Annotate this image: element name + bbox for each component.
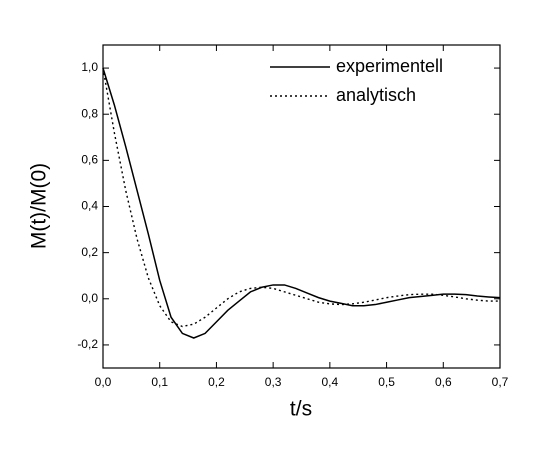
- legend-label: experimentell: [336, 56, 443, 76]
- y-tick-label: 0,6: [81, 153, 98, 167]
- legend-label: analytisch: [336, 85, 416, 105]
- y-tick-label: 1,0: [81, 60, 98, 74]
- x-tick-label: 0,6: [435, 375, 452, 389]
- x-tick-label: 0,0: [95, 375, 112, 389]
- x-tick-label: 0,4: [322, 375, 339, 389]
- series-line: [102, 67, 501, 339]
- x-tick-label: 0,1: [151, 375, 168, 389]
- y-tick-label: 0,4: [81, 199, 98, 213]
- x-tick-label: 0,7: [492, 375, 509, 389]
- x-tick-label: 0,2: [208, 375, 225, 389]
- x-axis-label: t/s: [290, 398, 312, 421]
- x-tick-label: 0,5: [378, 375, 395, 389]
- y-tick-label: 0,2: [81, 245, 98, 259]
- plot-frame: [102, 44, 501, 369]
- y-tick-label: -0,2: [77, 337, 98, 351]
- series-line: [102, 67, 500, 328]
- y-axis-label: M(t)/M(0): [28, 163, 51, 249]
- y-tick-label: 0,8: [81, 106, 98, 120]
- x-tick-label: 0,3: [265, 375, 282, 389]
- y-tick-label: 0,0: [81, 291, 98, 305]
